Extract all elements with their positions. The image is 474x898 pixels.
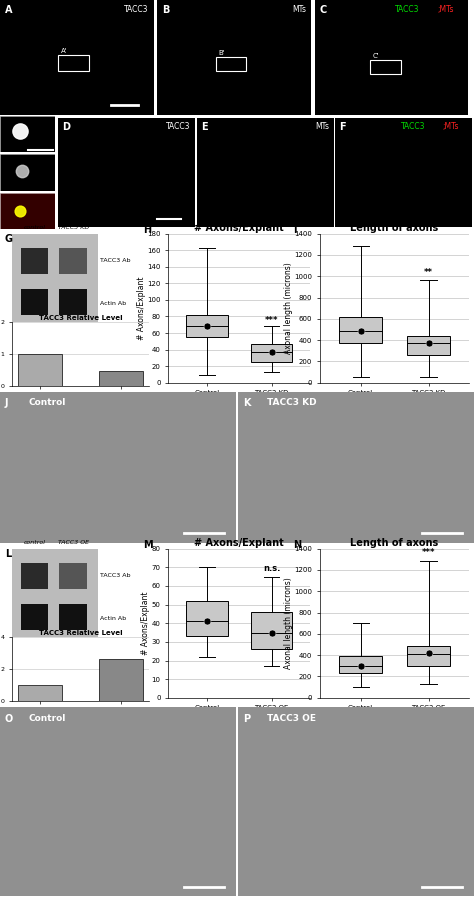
- Text: C: C: [319, 4, 327, 14]
- Bar: [20, 604, 48, 630]
- Text: TACC3: TACC3: [125, 4, 149, 13]
- Text: Control: Control: [28, 715, 65, 724]
- Bar: [59, 289, 87, 315]
- Bar: [18, 354, 63, 385]
- Text: TACC3 Ab: TACC3 Ab: [100, 259, 131, 263]
- FancyBboxPatch shape: [339, 656, 383, 674]
- Text: ;MTs: ;MTs: [438, 4, 454, 13]
- Text: D: D: [63, 122, 71, 132]
- Title: # Axons/Explant: # Axons/Explant: [194, 538, 284, 548]
- Text: ;MTs: ;MTs: [442, 122, 458, 131]
- Title: TACC3 Relative Level: TACC3 Relative Level: [39, 630, 122, 636]
- Title: Length of axons: Length of axons: [350, 223, 439, 233]
- Text: M: M: [143, 540, 152, 550]
- Text: C': C': [373, 52, 380, 58]
- Text: Actin Ab: Actin Ab: [100, 616, 126, 621]
- Bar: [20, 563, 48, 589]
- Text: G: G: [5, 234, 13, 244]
- Title: Length of axons: Length of axons: [350, 538, 439, 548]
- Text: K: K: [243, 398, 251, 408]
- Bar: [20, 289, 48, 315]
- Text: L: L: [5, 550, 11, 559]
- Text: B: B: [162, 4, 169, 14]
- Bar: [99, 659, 143, 700]
- Y-axis label: # Axons/Explant: # Axons/Explant: [137, 277, 146, 340]
- Bar: [370, 60, 401, 74]
- FancyBboxPatch shape: [186, 601, 228, 637]
- Text: n.s.: n.s.: [263, 564, 281, 573]
- Text: control: control: [23, 540, 46, 545]
- Text: TACC3: TACC3: [401, 122, 426, 131]
- Text: TACC3 OE: TACC3 OE: [267, 715, 316, 724]
- Text: **: **: [424, 269, 433, 277]
- Bar: [59, 604, 87, 630]
- Text: N: N: [293, 540, 301, 550]
- Text: O: O: [5, 715, 13, 725]
- Text: TACC3 KD: TACC3 KD: [58, 225, 89, 230]
- Text: TACC3: TACC3: [394, 4, 419, 13]
- FancyBboxPatch shape: [251, 344, 292, 362]
- Text: MTs: MTs: [292, 4, 306, 13]
- FancyBboxPatch shape: [339, 317, 383, 343]
- Bar: [59, 248, 87, 274]
- Text: TACC3 OE: TACC3 OE: [58, 540, 89, 545]
- FancyBboxPatch shape: [407, 336, 450, 355]
- Text: A: A: [5, 4, 12, 14]
- Y-axis label: Axonal length (microns): Axonal length (microns): [284, 577, 293, 669]
- Bar: [20, 248, 48, 274]
- Text: F: F: [339, 122, 346, 132]
- Text: ***: ***: [265, 316, 278, 325]
- Title: # Axons/Explant: # Axons/Explant: [194, 223, 284, 233]
- Title: TACC3 Relative Level: TACC3 Relative Level: [39, 315, 122, 321]
- Text: TACC3 KD: TACC3 KD: [267, 398, 316, 407]
- Text: TACC3: TACC3: [166, 122, 191, 131]
- Bar: [99, 371, 143, 385]
- Bar: [18, 684, 63, 700]
- Text: control: control: [23, 225, 46, 230]
- Text: P: P: [243, 715, 250, 725]
- Y-axis label: Axonal length (microns): Axonal length (microns): [284, 262, 293, 354]
- Text: A': A': [62, 48, 68, 54]
- Text: H: H: [143, 224, 151, 234]
- Text: TACC3 Ab: TACC3 Ab: [100, 574, 131, 578]
- Text: I: I: [293, 224, 297, 234]
- Text: B': B': [219, 50, 226, 57]
- FancyBboxPatch shape: [251, 612, 292, 649]
- Text: E: E: [201, 122, 208, 132]
- Text: Actin Ab: Actin Ab: [100, 301, 126, 305]
- FancyBboxPatch shape: [186, 315, 228, 338]
- Bar: [59, 563, 87, 589]
- Bar: [216, 57, 246, 71]
- Text: MTs: MTs: [315, 122, 329, 131]
- Point: [199, 38, 207, 52]
- Text: Control: Control: [28, 398, 65, 407]
- Y-axis label: # Axons/Explant: # Axons/Explant: [141, 592, 150, 655]
- Text: J: J: [5, 398, 8, 408]
- Text: ***: ***: [422, 549, 435, 558]
- FancyBboxPatch shape: [407, 646, 450, 665]
